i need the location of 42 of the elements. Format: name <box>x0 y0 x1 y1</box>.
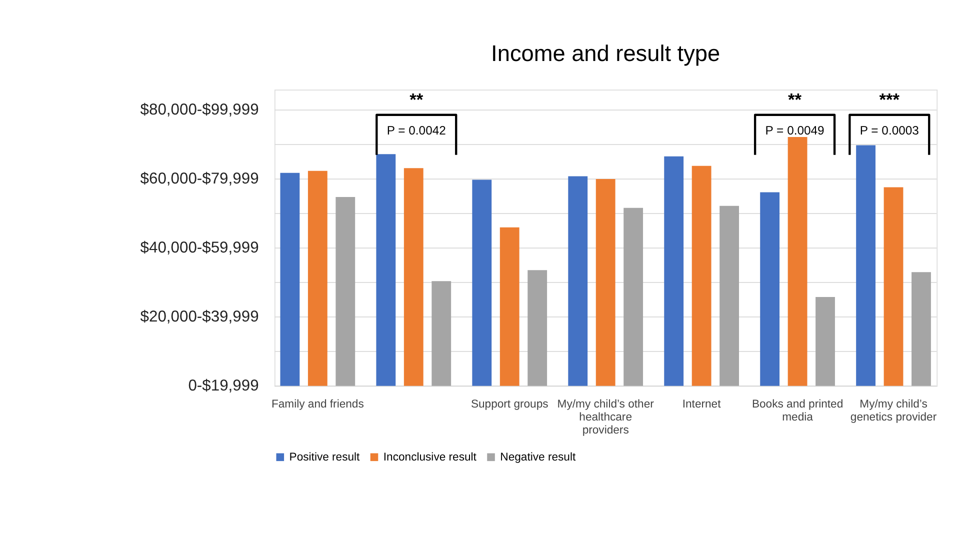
bar <box>280 172 300 386</box>
annotation: P = 0.0049 <box>765 124 825 138</box>
bar <box>664 156 684 386</box>
x-tick-label: Support groups <box>470 398 549 410</box>
x-tick-label: My/my child’s other healthcare providers <box>557 398 654 436</box>
text: $80,000-$99,999 <box>140 101 259 118</box>
bar <box>500 227 520 386</box>
bar <box>336 196 356 386</box>
bar <box>912 272 931 386</box>
legend-label: Positive result <box>289 452 361 464</box>
annotation: P = 0.0003 <box>860 124 920 138</box>
legend-label: Negative result <box>500 452 576 464</box>
x-tick-label: Internet <box>682 398 722 410</box>
x-tick-label: My/my child’s genetics provider <box>850 398 937 424</box>
bar <box>856 145 876 386</box>
bar <box>692 166 712 386</box>
legend-label: Inconclusive result <box>383 452 478 464</box>
bar <box>596 179 616 386</box>
text: $60,000-$79,999 <box>140 170 259 188</box>
text: ** <box>788 89 802 110</box>
x-tick-label: Family and friends <box>271 398 364 410</box>
bar <box>472 180 492 386</box>
text: ** <box>410 89 424 110</box>
bar <box>308 170 328 386</box>
bar <box>404 168 424 386</box>
bar <box>884 187 904 386</box>
text: $20,000-$39,999 <box>140 308 259 326</box>
text: 0-$19,999 <box>188 377 259 394</box>
bar <box>376 154 396 386</box>
text: *** <box>879 89 900 110</box>
chart-title: Income and result type <box>491 40 720 66</box>
text: $40,000-$59,999 <box>140 239 259 256</box>
bar <box>720 206 739 386</box>
bar <box>788 136 808 386</box>
annotation: P = 0.0042 <box>386 124 446 138</box>
bar <box>528 270 548 386</box>
x-tick-label: Books and printed media <box>752 398 844 424</box>
bar <box>760 192 780 386</box>
bar <box>568 176 588 386</box>
bar <box>432 281 452 386</box>
bar <box>624 208 644 386</box>
bar <box>816 297 835 386</box>
